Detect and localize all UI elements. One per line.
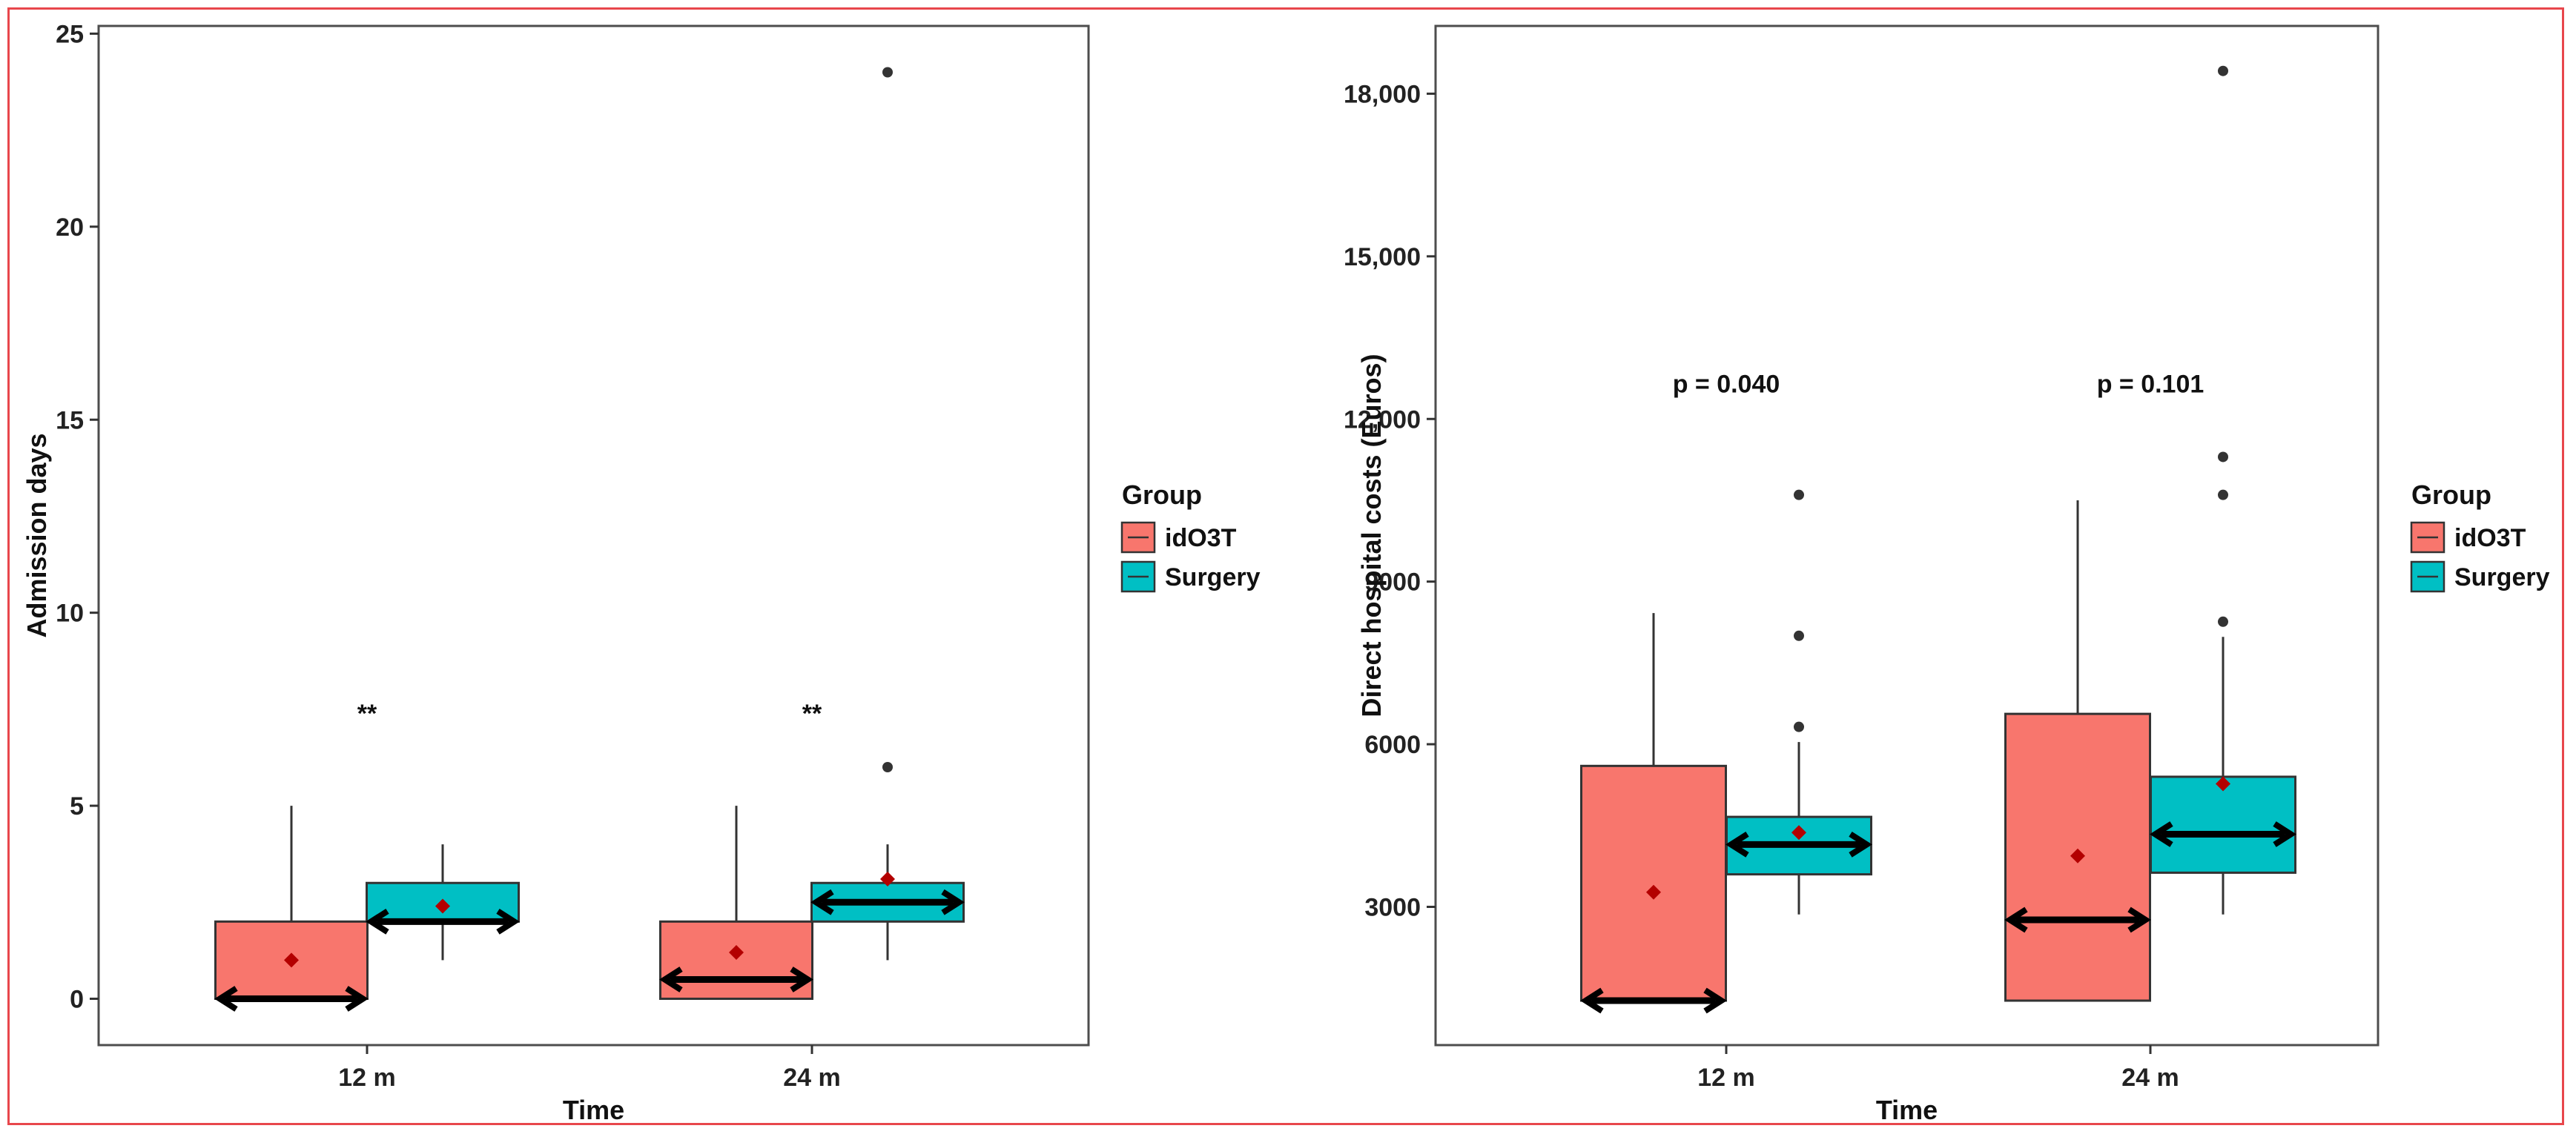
outlier-point: [2218, 616, 2228, 627]
mean-marker: [1791, 825, 1806, 841]
arrow-head-left: [810, 889, 834, 915]
box-ido3t-24m: [659, 806, 813, 1001]
arrow-head-left: [2150, 821, 2173, 847]
arrow-head-right: [790, 967, 813, 992]
box-surgery-24m: [810, 67, 965, 961]
arrow-head-left: [1580, 987, 1604, 1014]
arrow-head-left: [1725, 832, 1749, 858]
box-ido3t-12m: [1580, 613, 1727, 1014]
significance-annotation: p = 0.040: [1673, 371, 1780, 399]
chart-panel-1: 0 5 10 15 20 25 12 m 24 m Time Admission days ** **…: [22, 20, 1261, 1125]
arrow-head-right: [941, 889, 965, 915]
y-tick-label: 0: [70, 986, 84, 1014]
legend-label: idO3T: [2454, 524, 2526, 552]
y-tick-label: 9000: [1364, 568, 1421, 597]
arrow-head-left: [366, 908, 389, 935]
legend-title: Group: [1122, 480, 1202, 510]
outlier-point: [882, 762, 893, 772]
arrow-head-left: [214, 986, 238, 1012]
mean-marker: [729, 945, 744, 960]
mean-marker: [1646, 884, 1661, 900]
y-tick-label: 18,000: [1344, 80, 1421, 108]
arrow-head-left: [659, 967, 683, 992]
y-tick-label: 25: [56, 20, 84, 48]
legend-label: Surgery: [2454, 563, 2550, 591]
box-ido3t-12m: [214, 806, 369, 1012]
outlier-point: [1794, 630, 1804, 641]
outlier-point: [1794, 489, 1804, 500]
x-tick-label: 24 m: [783, 1064, 841, 1092]
outlier-point: [1794, 721, 1804, 732]
arrow-head-right: [1849, 832, 1872, 858]
plot-frame: [1434, 24, 2380, 1047]
arrow-head-right: [1703, 987, 1727, 1014]
mean-marker: [880, 872, 895, 887]
y-tick-label: 5: [70, 792, 84, 821]
significance-annotation: **: [802, 700, 822, 728]
y-tick-label: 12,000: [1344, 405, 1421, 434]
outlier-point: [2218, 489, 2228, 500]
y-axis-title: Direct hospital costs (Euros): [1356, 354, 1387, 717]
x-axis-title: Time: [563, 1095, 624, 1125]
box-body: [2150, 775, 2296, 874]
box-surgery-12m: [366, 844, 520, 961]
box-body: [366, 881, 520, 923]
box-body: [659, 920, 813, 1001]
box-surgery-12m: [1725, 489, 1872, 915]
y-tick-label: 15,000: [1344, 243, 1421, 271]
y-axis-title: Admission days: [22, 433, 52, 637]
chart-panel-2: 3000 6000 9000 12,000 15,000 18,000 12 m 24 m Ti…: [1344, 24, 2550, 1125]
outlier-point: [2218, 65, 2228, 76]
figure-frame: [7, 7, 2564, 1125]
box-surgery-24m: [2150, 65, 2296, 915]
mean-marker: [2070, 848, 2085, 863]
arrow-head-right: [345, 986, 369, 1012]
legend: Group idO3T Surgery: [2410, 480, 2550, 593]
arrow-head-right: [496, 908, 520, 935]
y-tick-label: 15: [56, 406, 84, 434]
mean-marker: [2216, 776, 2230, 792]
box-ido3t-24m: [2004, 500, 2151, 1002]
legend-title: Group: [2411, 480, 2491, 510]
mean-marker: [284, 952, 299, 968]
y-tick-label: 3000: [1364, 893, 1421, 921]
significance-annotation: p = 0.101: [2097, 371, 2205, 399]
y-tick-label: 10: [56, 600, 84, 628]
arrow-head-right: [2273, 821, 2296, 847]
y-tick-label: 20: [56, 213, 84, 242]
outlier-point: [2218, 451, 2228, 463]
y-tick-label: 6000: [1364, 731, 1421, 759]
x-tick-label: 12 m: [1697, 1064, 1755, 1092]
mean-marker: [435, 898, 450, 914]
arrow-head-left: [2004, 906, 2028, 933]
legend-label: Surgery: [1165, 563, 1261, 591]
x-tick-label: 24 m: [2121, 1064, 2179, 1092]
legend: Group idO3T Surgery: [1120, 480, 1261, 593]
x-axis-title: Time: [1876, 1095, 1938, 1125]
significance-annotation: **: [357, 700, 377, 728]
arrow-head-right: [2127, 906, 2151, 933]
legend-label: idO3T: [1165, 524, 1237, 552]
plot-frame: [97, 24, 1090, 1047]
box-body: [1580, 764, 1727, 1002]
outlier-point: [882, 67, 893, 78]
x-tick-label: 12 m: [338, 1064, 396, 1092]
